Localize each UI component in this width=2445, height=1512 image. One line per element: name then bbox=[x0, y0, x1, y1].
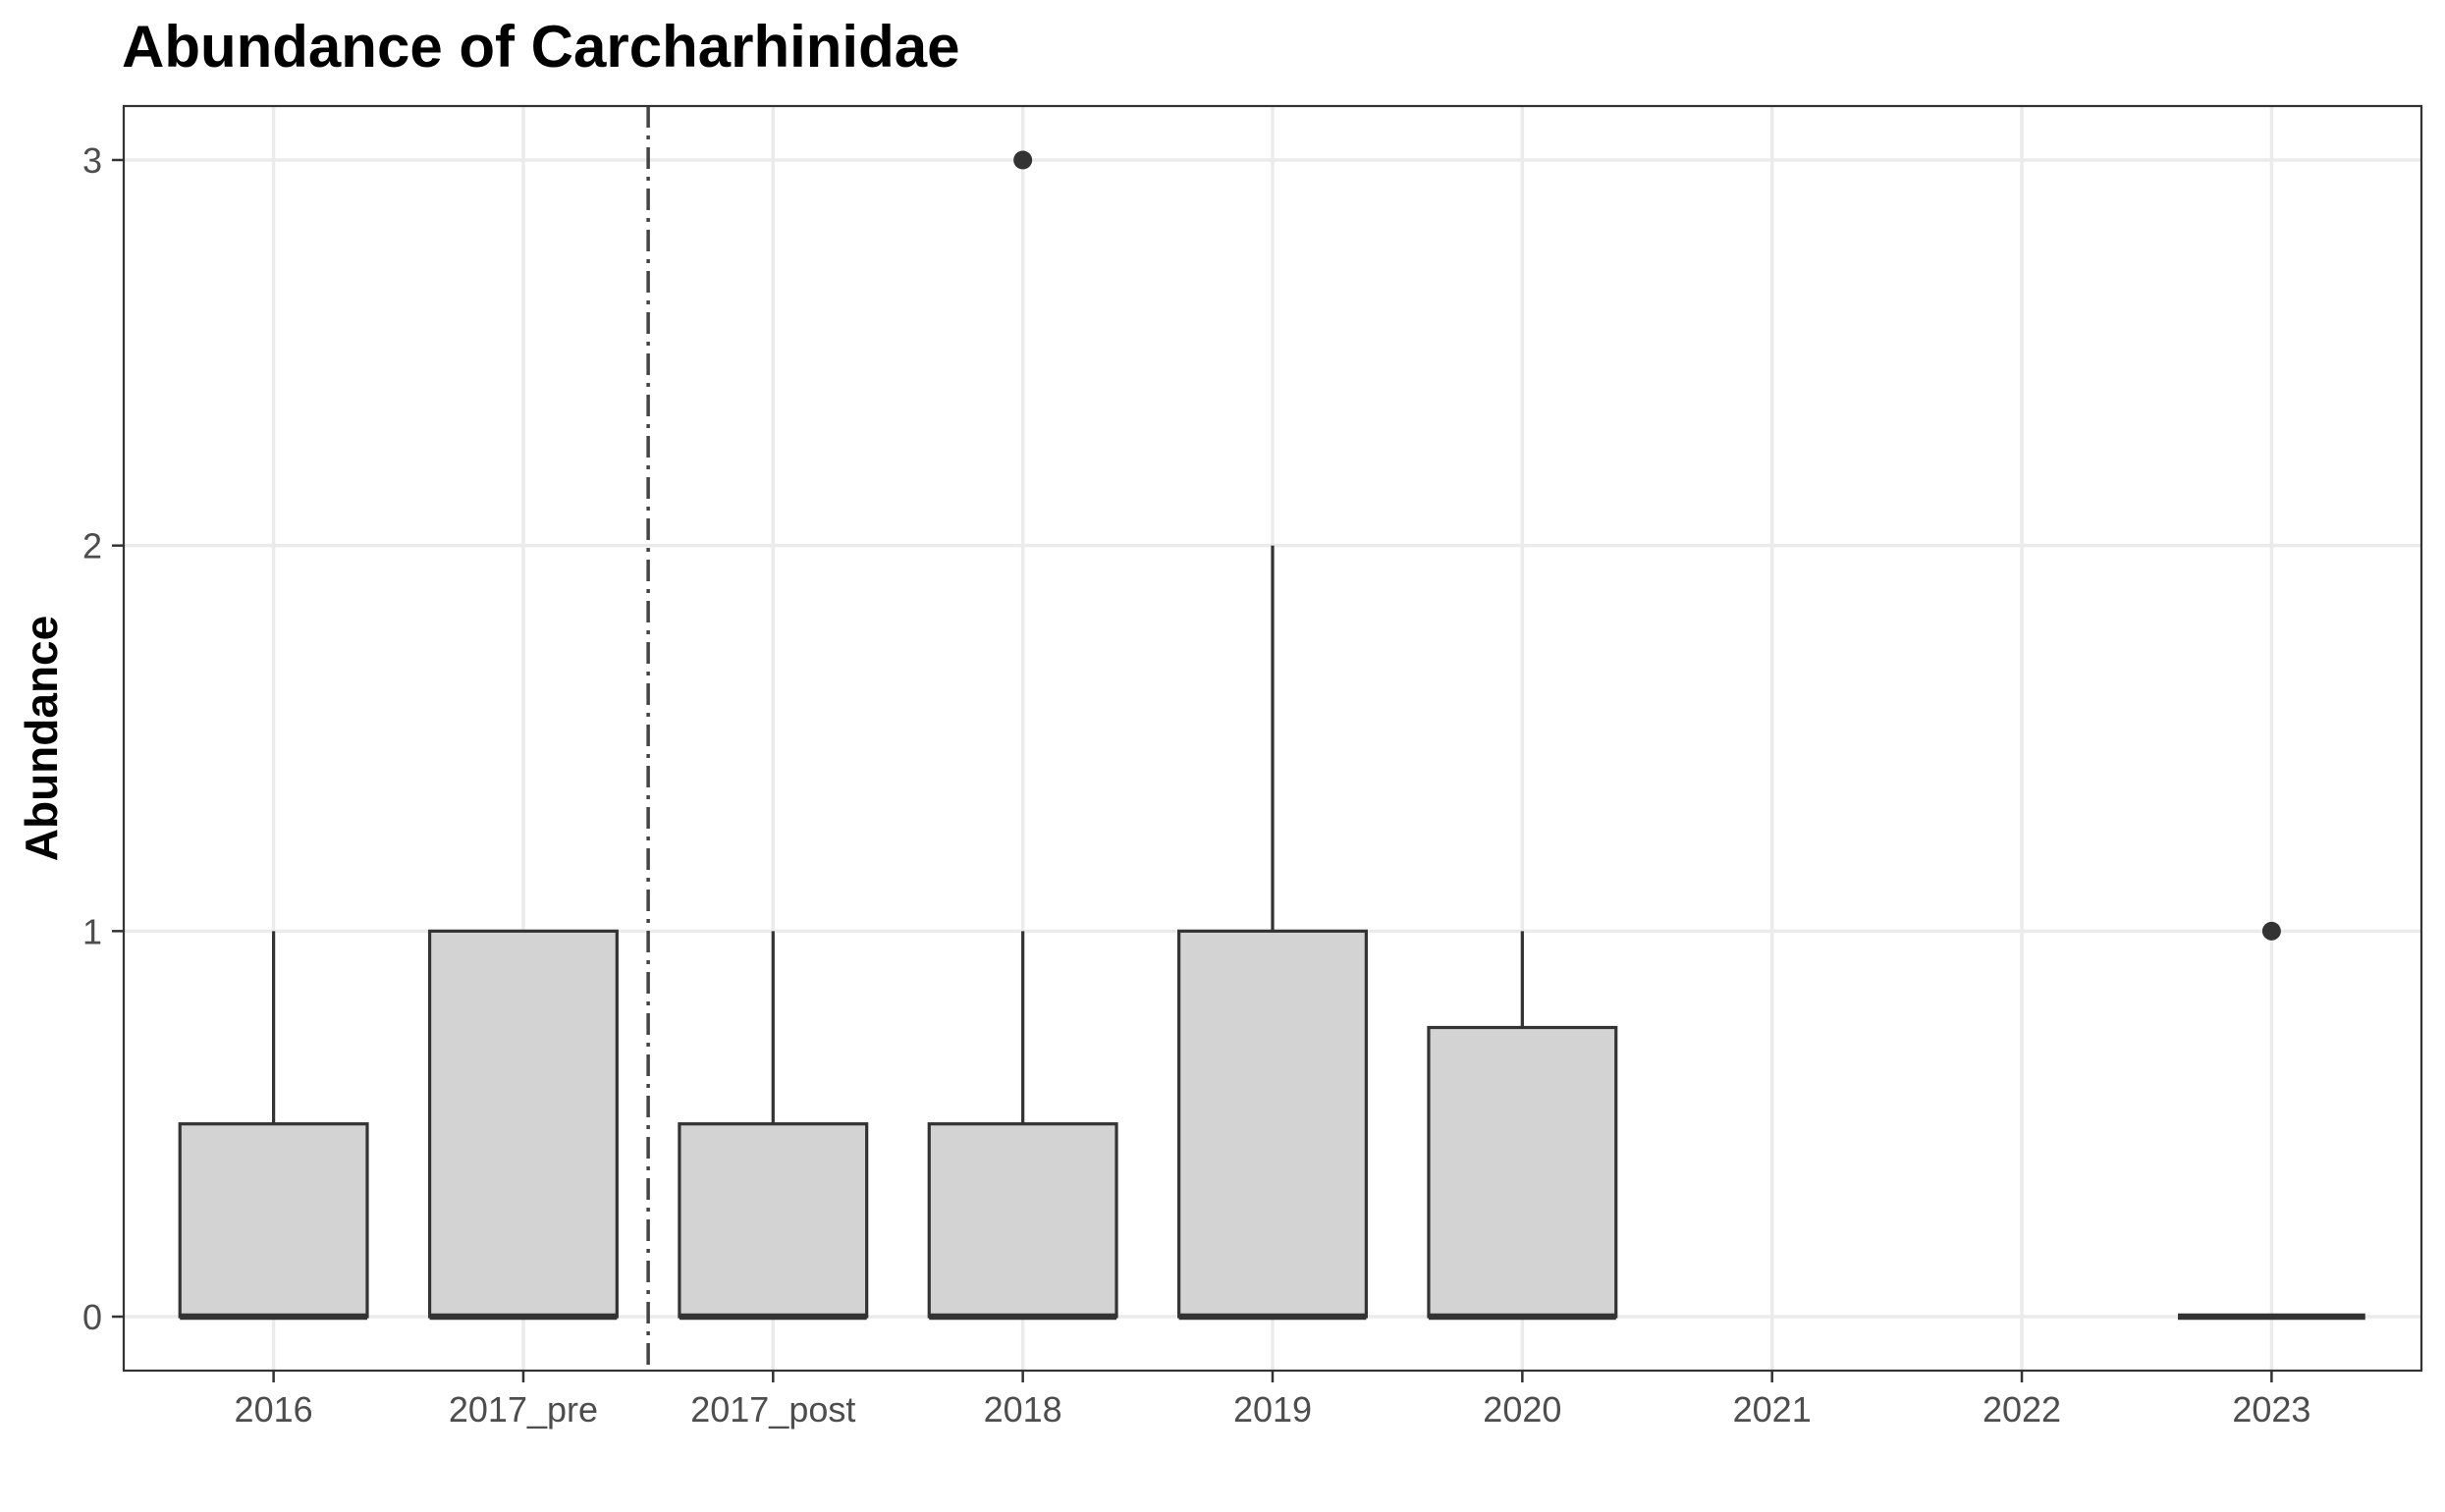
box-iqr bbox=[178, 1122, 369, 1319]
x-axis: 2016 2017_pre 2017_post 2018 2019 2020 2021 202… bbox=[235, 1371, 2310, 1430]
box-2017_pre bbox=[427, 929, 619, 1321]
box-iqr bbox=[427, 929, 619, 1319]
box-2018 bbox=[927, 150, 1118, 1321]
box-iqr bbox=[1177, 929, 1368, 1319]
x-tick-label: 2018 bbox=[984, 1389, 1062, 1430]
y-axis-label: Abundance bbox=[16, 616, 67, 861]
box-iqr bbox=[678, 1122, 869, 1319]
outlier-point bbox=[1013, 150, 1033, 170]
outlier-point bbox=[2261, 921, 2281, 941]
y-tick-label: 0 bbox=[82, 1297, 102, 1337]
x-tick-label: 2022 bbox=[1983, 1389, 2061, 1430]
boxes-group bbox=[178, 150, 2365, 1321]
x-tick-label: 2021 bbox=[1733, 1389, 1812, 1430]
x-tick-label: 2016 bbox=[235, 1389, 313, 1430]
y-tick-label: 2 bbox=[82, 526, 102, 567]
box-2020 bbox=[1427, 931, 1618, 1321]
box-2023 bbox=[2178, 921, 2365, 1321]
x-tick-label: 2017_post bbox=[690, 1389, 855, 1430]
box-2017_post bbox=[678, 931, 869, 1321]
box-2019 bbox=[1177, 545, 1368, 1321]
chart-title: Abundance of Carcharhinidae bbox=[122, 14, 959, 80]
x-tick-label: 2019 bbox=[1233, 1389, 1312, 1430]
x-tick-label: 2020 bbox=[1483, 1389, 1561, 1430]
box-iqr bbox=[927, 1122, 1118, 1319]
y-tick-label: 1 bbox=[82, 911, 102, 951]
box-iqr bbox=[1427, 1025, 1618, 1319]
box-2016 bbox=[178, 931, 369, 1321]
y-axis: 0 1 2 3 bbox=[82, 140, 124, 1337]
x-tick-label: 2023 bbox=[2232, 1389, 2310, 1430]
y-tick-label: 3 bbox=[82, 140, 102, 181]
x-tick-label: 2017_pre bbox=[449, 1389, 598, 1430]
